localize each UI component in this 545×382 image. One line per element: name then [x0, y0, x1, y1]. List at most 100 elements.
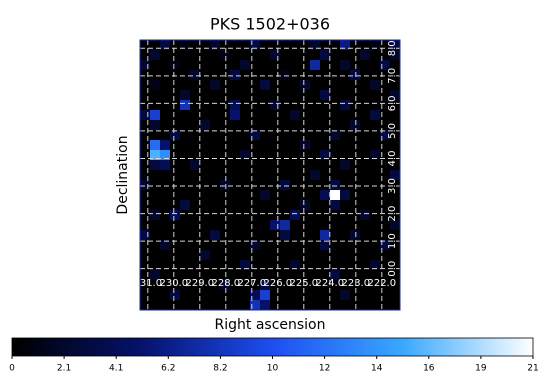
- pixel: [310, 140, 321, 151]
- pixel: [180, 240, 191, 251]
- pixel: [320, 170, 331, 181]
- colorbar-swatch: [254, 338, 258, 356]
- pixel: [290, 190, 301, 201]
- pixel: [230, 240, 241, 251]
- pixel: [270, 40, 281, 51]
- pixel: [390, 250, 400, 261]
- pixel: [260, 260, 271, 271]
- pixel: [160, 100, 171, 111]
- pixel: [340, 210, 351, 221]
- pixel: [190, 210, 201, 221]
- pixel: [150, 300, 161, 310]
- pixel: [210, 110, 221, 121]
- pixel: [190, 160, 201, 171]
- pixel: [260, 60, 271, 71]
- pixel: [270, 140, 281, 151]
- pixel: [380, 220, 391, 231]
- pixel: [150, 290, 161, 301]
- pixel: [240, 230, 251, 241]
- pixel: [160, 140, 171, 151]
- y-tick-label: 2.0: [387, 206, 398, 222]
- colorbar-swatch: [131, 338, 135, 356]
- colorbar-swatch: [207, 338, 211, 356]
- pixel: [220, 230, 231, 241]
- pixel: [170, 280, 181, 291]
- image-frame: [139, 39, 401, 311]
- pixel: [320, 230, 331, 241]
- pixel: [340, 130, 351, 141]
- pixel: [350, 180, 361, 191]
- pixel: [380, 110, 391, 121]
- pixel: [390, 230, 400, 241]
- colorbar-swatch: [366, 338, 370, 356]
- pixel: [330, 260, 341, 271]
- pixel: [180, 160, 191, 171]
- pixel: [190, 200, 201, 211]
- colorbar-swatch: [168, 338, 172, 356]
- pixel: [230, 110, 241, 121]
- colorbar-swatch: [470, 338, 474, 356]
- pixel: [270, 150, 281, 161]
- pixel: [300, 290, 311, 301]
- pixel: [380, 70, 391, 81]
- pixel: [300, 220, 311, 231]
- pixel: [150, 270, 161, 281]
- pixel: [240, 120, 251, 131]
- pixel: [140, 90, 151, 101]
- pixel: [390, 90, 400, 101]
- colorbar-swatch: [293, 338, 297, 356]
- pixel: [350, 270, 361, 281]
- colorbar-swatch: [155, 338, 159, 356]
- pixel: [170, 220, 181, 231]
- pixel: [310, 200, 321, 211]
- pixel: [280, 150, 291, 161]
- pixel: [230, 210, 241, 221]
- pixel: [320, 150, 331, 161]
- colorbar-swatch: [22, 338, 26, 356]
- colorbar-swatch: [434, 338, 438, 356]
- pixel: [310, 230, 321, 241]
- pixel: [340, 110, 351, 121]
- pixel: [140, 70, 151, 81]
- colorbar-swatch: [236, 338, 240, 356]
- colorbar-swatch: [506, 338, 511, 356]
- colorbar-swatch: [66, 338, 70, 356]
- pixel: [260, 190, 271, 201]
- pixel: [320, 130, 331, 141]
- colorbar-swatch: [478, 338, 482, 356]
- pixel: [390, 120, 400, 131]
- pixel: [310, 250, 321, 261]
- pixel: [220, 160, 231, 171]
- pixel: [260, 170, 271, 181]
- pixel: [300, 80, 311, 91]
- pixel: [380, 120, 391, 131]
- colorbar-swatch: [19, 338, 23, 356]
- pixel: [370, 120, 381, 131]
- pixel: [150, 90, 161, 101]
- pixel: [370, 240, 381, 251]
- pixel: [390, 110, 400, 121]
- pixel: [210, 190, 221, 201]
- pixel: [390, 190, 400, 201]
- colorbar-swatch: [329, 338, 333, 356]
- pixel: [260, 50, 271, 61]
- colorbar-swatch: [14, 338, 18, 356]
- colorbar-tick-label: 0: [9, 364, 15, 374]
- pixel: [210, 40, 221, 51]
- pixel: [360, 270, 371, 281]
- pixel: [140, 210, 151, 221]
- pixel: [240, 110, 251, 121]
- colorbar-swatch: [103, 338, 107, 356]
- pixel: [350, 100, 361, 111]
- pixel: [190, 110, 201, 121]
- pixel: [150, 200, 161, 211]
- pixel: [330, 150, 341, 161]
- pixel: [290, 40, 301, 51]
- colorbar-swatch: [449, 338, 453, 356]
- x-axis-label: Right ascension: [215, 317, 326, 333]
- colorbar-swatch: [301, 338, 305, 356]
- pixel: [290, 290, 301, 301]
- colorbar-swatch: [230, 338, 234, 356]
- pixel: [280, 60, 291, 71]
- pixel: [390, 40, 400, 51]
